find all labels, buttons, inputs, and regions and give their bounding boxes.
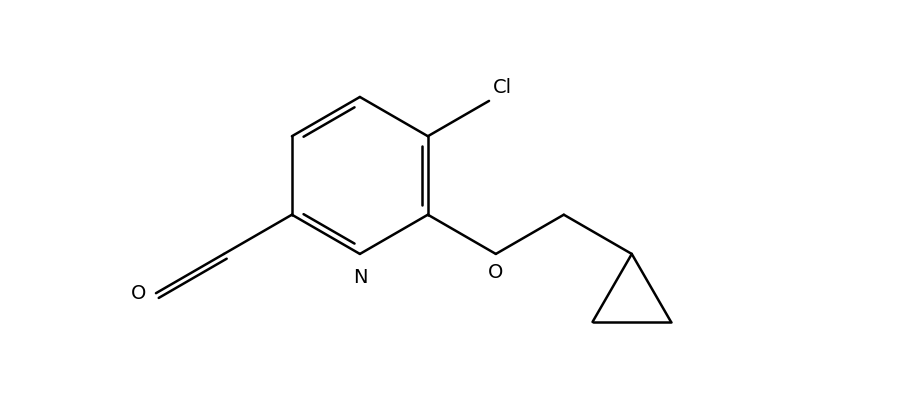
- Text: O: O: [488, 263, 504, 282]
- Text: N: N: [353, 268, 367, 287]
- Text: Cl: Cl: [493, 78, 512, 97]
- Text: O: O: [131, 284, 147, 303]
